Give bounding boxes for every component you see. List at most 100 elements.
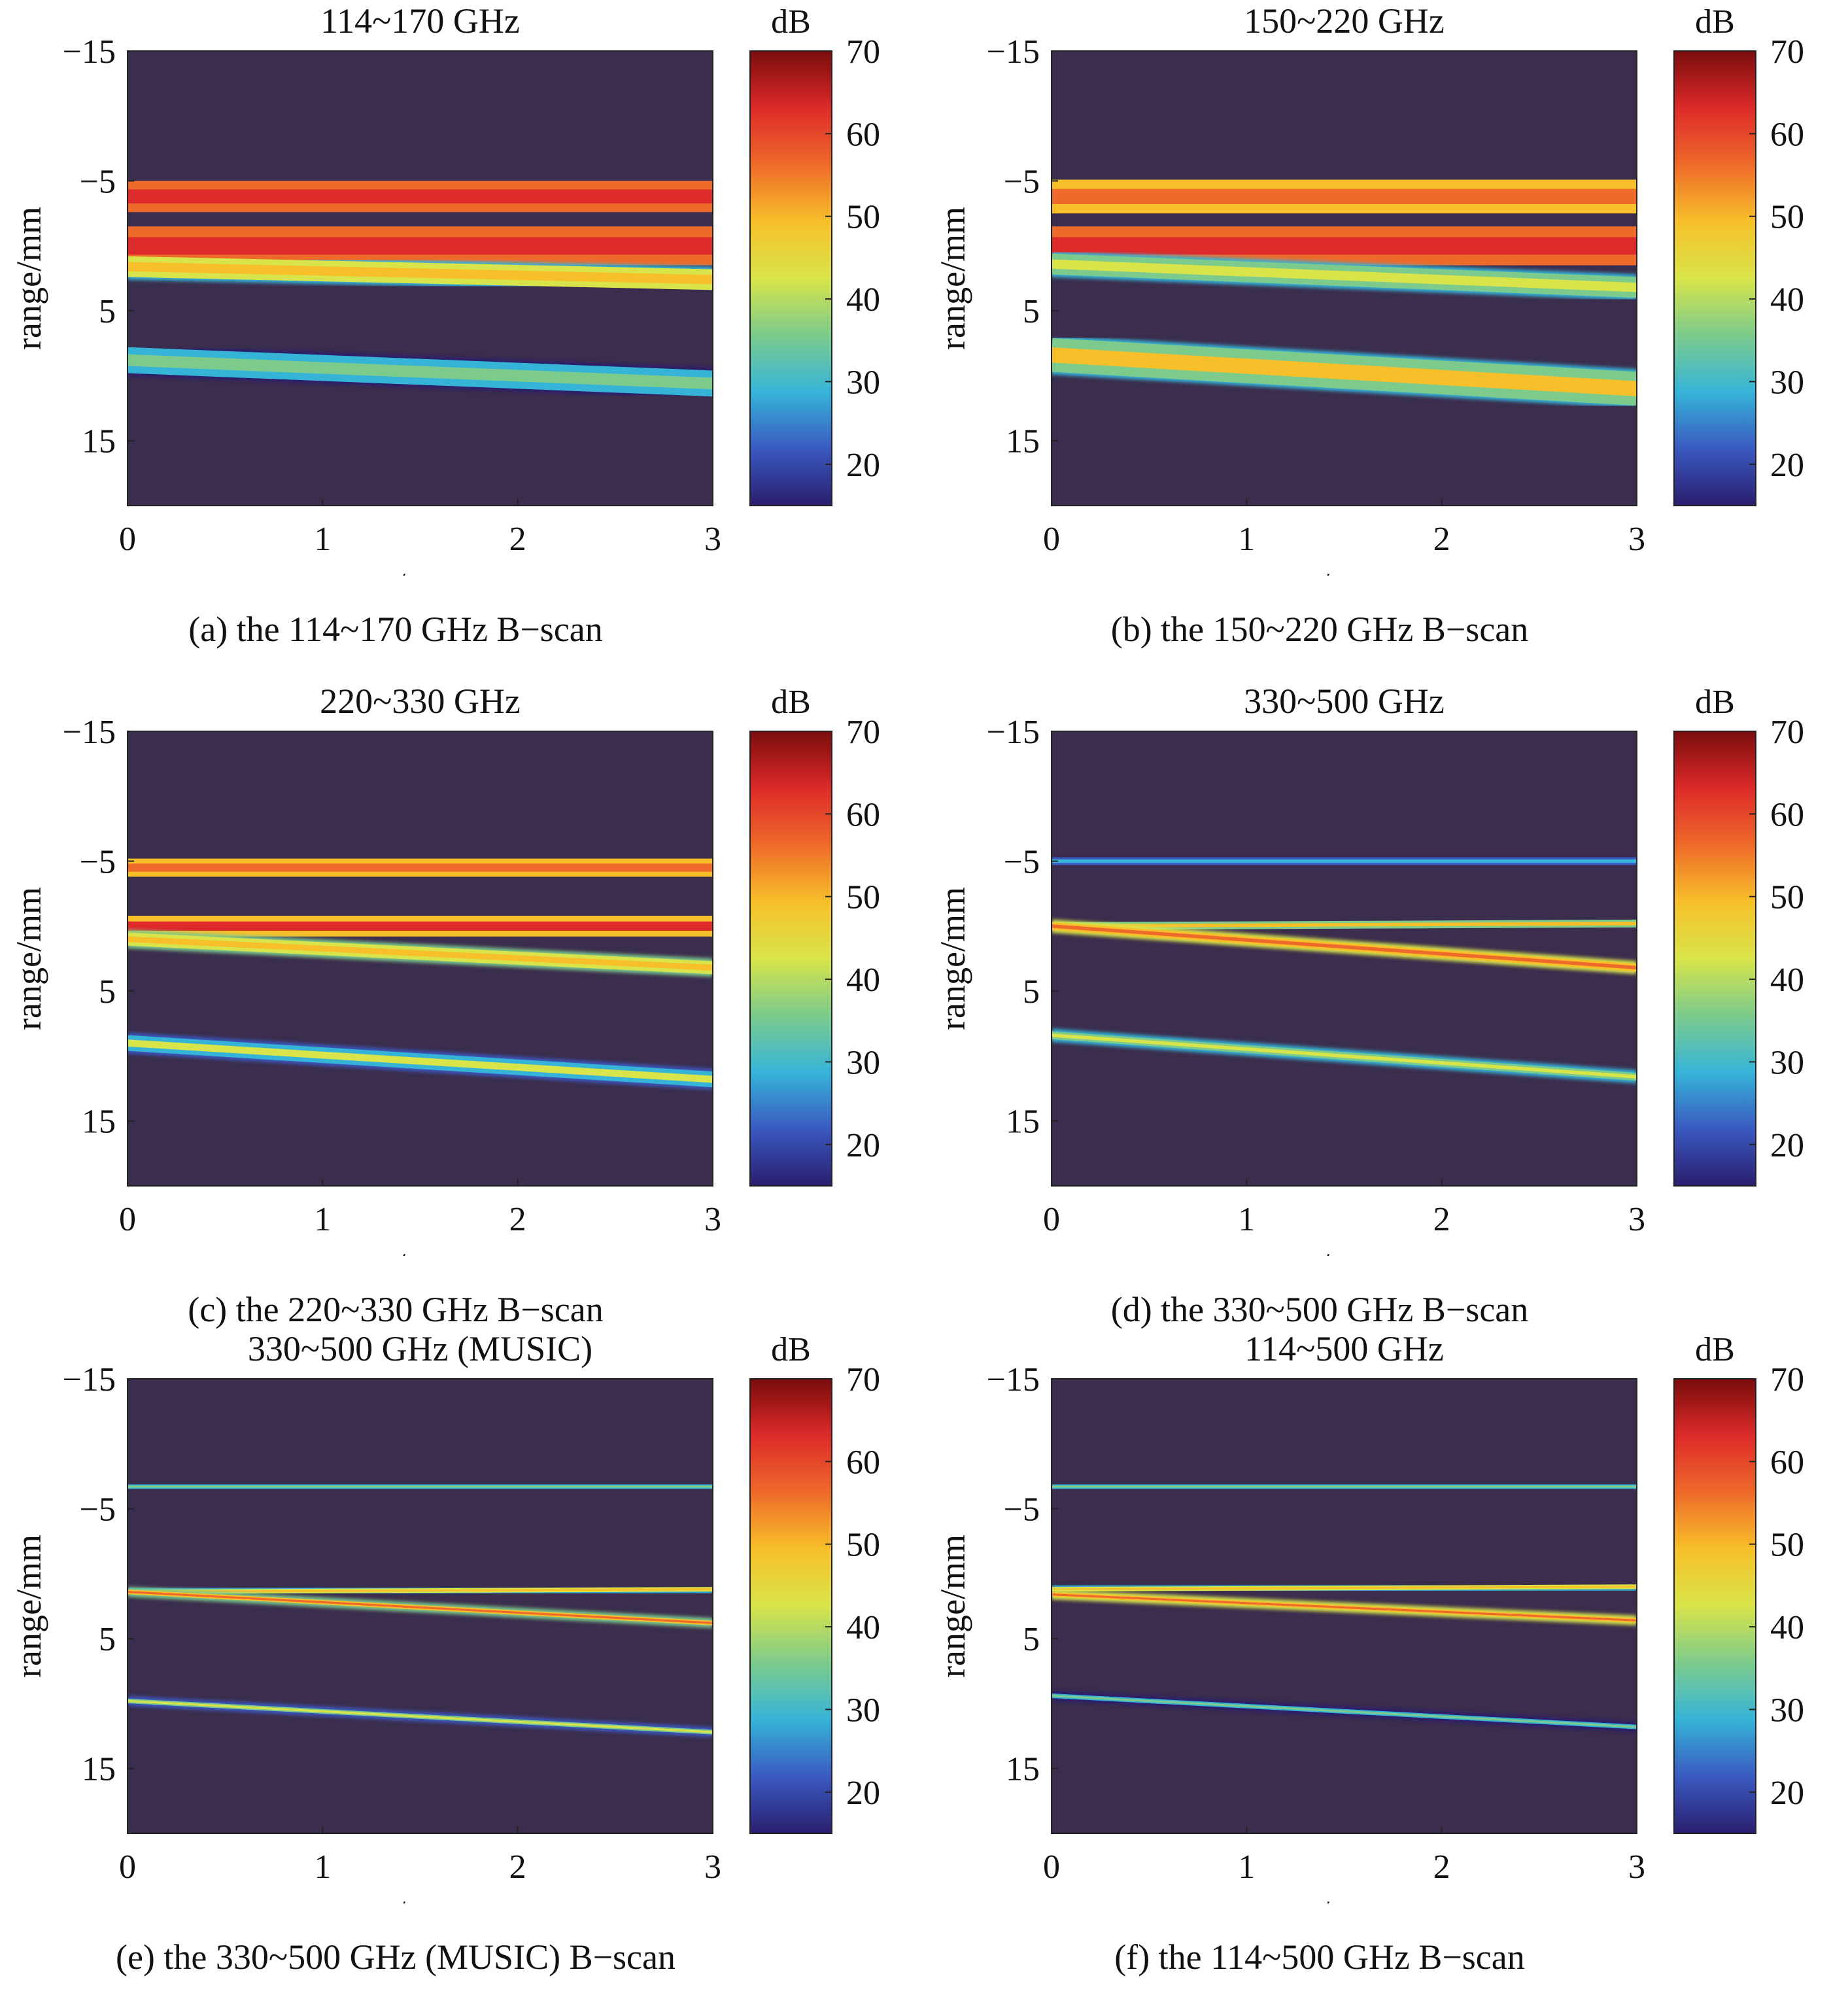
bscan-panel: 330~500 GHz −15 −5 5 15 0 1 2 3 x/mm range/mm dB 70 6… [924,680,1848,1347]
colorbar-tick-label: 30 [846,1044,880,1081]
heatmap-layers [1052,177,1637,409]
colorbar-tick-label: 60 [1770,1444,1804,1481]
plot-frame [1051,50,1637,506]
colorbar-tick-label: 60 [846,796,880,833]
x-tick-label: 3 [704,1201,721,1238]
y-tick-label: 5 [1023,1621,1040,1658]
y-tick-label: −5 [80,1491,116,1529]
colorbar-tick-label: 30 [1770,364,1804,401]
plot-title: 330~500 GHz (MUSIC) [248,1329,592,1368]
x-tick-label: 0 [119,1201,136,1238]
y-axis-label: range/mm [9,207,48,350]
x-tick-label: 3 [704,521,721,558]
y-tick-label: −5 [1004,164,1040,201]
colorbar-tick-label: 20 [846,447,880,484]
colorbar-label: dB [771,3,811,41]
colorbar-tick-label: 70 [1770,33,1804,71]
x-tick-label: 1 [314,1848,331,1886]
band-core [128,262,713,285]
colorbar-tick-label: 20 [1770,447,1804,484]
x-axis-label: x/mm [379,566,460,576]
x-tick-label: 2 [509,1848,526,1886]
colorbar-tick-label: 70 [846,33,880,71]
x-tick-label: 3 [1628,521,1645,558]
bscan-panel: 114~500 GHz −15 −5 5 15 0 1 2 3 x/mm range/mm dB 70 6… [924,1328,1848,1995]
bscan-plot: 330~500 GHz (MUSIC) −15 −5 5 15 0 1 2 3 x/mm range… [9,1329,880,1903]
x-tick-label: 0 [119,521,136,558]
colorbar [1673,50,1756,506]
colorbar-tick-label: 60 [846,116,880,153]
colorbar-tick-label: 70 [846,1361,880,1398]
colorbar-tick-label: 20 [846,1127,880,1164]
x-tick-label: 2 [509,1201,526,1238]
colorbar-tick-label: 40 [1770,962,1804,999]
colorbar-label: dB [1695,684,1735,721]
x-tick-label: 0 [1043,1848,1060,1886]
x-tick-label: 3 [1628,1848,1645,1886]
colorbar-tick-label: 50 [1770,199,1804,236]
x-tick-label: 1 [1238,1848,1255,1886]
plot-title: 114~500 GHz [1244,1329,1444,1368]
panel-caption: (b) the 150~220 GHz B−scan [1110,610,1529,649]
y-axis-label: range/mm [9,1535,48,1678]
colorbar-tick-label: 40 [846,962,880,999]
plot-title: 150~220 GHz [1244,1,1445,41]
heatmap-layers [128,178,713,400]
x-axis-label: x/mm [1303,1894,1384,1903]
bscan-plot: 220~330 GHz −15 −5 5 15 0 1 2 3 x/mm range/mm dB 70 6… [9,682,880,1256]
colorbar-label: dB [1695,3,1735,41]
colorbar-label: dB [771,1331,811,1368]
heatmap-layers [1052,1482,1637,1732]
y-tick-label: −15 [987,1361,1040,1398]
band-core [128,354,713,390]
colorbar-tick-label: 70 [1770,714,1804,751]
bscan-plot: 114~170 GHz −15 −5 5 15 0 1 2 3 x/mm range/mm dB 70 6… [9,1,880,576]
y-tick-label: 15 [82,1103,116,1141]
plot-title: 114~170 GHz [320,1,520,41]
x-tick-label: 3 [1628,1201,1645,1238]
colorbar-tick-label: 20 [846,1775,880,1812]
bscan-plot: 330~500 GHz −15 −5 5 15 0 1 2 3 x/mm range/mm dB 70 6… [933,682,1804,1256]
panel-caption: (a) the 114~170 GHz B−scan [188,610,603,649]
colorbar-tick-label: 40 [1770,281,1804,319]
y-tick-label: −5 [80,164,116,201]
x-tick-label: 0 [1043,1201,1060,1238]
y-axis-label: range/mm [933,887,972,1030]
colorbar-tick-label: 40 [1770,1609,1804,1646]
bscan-panel: 150~220 GHz −15 −5 5 15 0 1 2 3 x/mm range/mm dB 70 6… [924,0,1848,667]
y-tick-label: −15 [63,33,116,71]
band-core [128,1699,713,1733]
colorbar-tick-label: 50 [846,1527,880,1564]
x-axis-label: x/mm [1303,566,1384,576]
x-tick-label: 2 [1433,521,1450,558]
colorbar [1673,1378,1756,1834]
colorbar-tick-label: 30 [846,364,880,401]
y-tick-label: −15 [987,714,1040,751]
colorbar [749,731,832,1187]
band-core [1052,1694,1637,1728]
colorbar-tick-label: 20 [1770,1775,1804,1812]
band-core [128,1588,713,1593]
y-axis-label: range/mm [9,887,48,1030]
x-tick-label: 1 [1238,521,1255,558]
y-tick-label: 5 [99,973,116,1011]
band-core [1052,924,1637,970]
plot-title: 330~500 GHz [1244,682,1445,721]
x-axis-label: x/mm [379,1246,460,1256]
y-tick-label: −5 [1004,844,1040,881]
colorbar-tick-label: 50 [846,199,880,236]
plot-frame [1051,1378,1637,1834]
colorbar [749,1378,832,1834]
plot-frame [127,50,713,506]
y-axis-label: range/mm [933,1535,972,1678]
band-core [1052,1593,1637,1622]
colorbar-tick-label: 50 [1770,1527,1804,1564]
heatmap-layers [128,856,713,1090]
bscan-panel: 114~170 GHz −15 −5 5 15 0 1 2 3 x/mm range/mm dB 70 6… [0,0,924,667]
band-core [1052,1586,1637,1591]
colorbar-tick-label: 20 [1770,1127,1804,1164]
band-core [1052,259,1637,292]
bscan-plot: 150~220 GHz −15 −5 5 15 0 1 2 3 x/mm range/mm dB 70 6… [933,1,1804,576]
y-tick-label: 5 [1023,293,1040,330]
